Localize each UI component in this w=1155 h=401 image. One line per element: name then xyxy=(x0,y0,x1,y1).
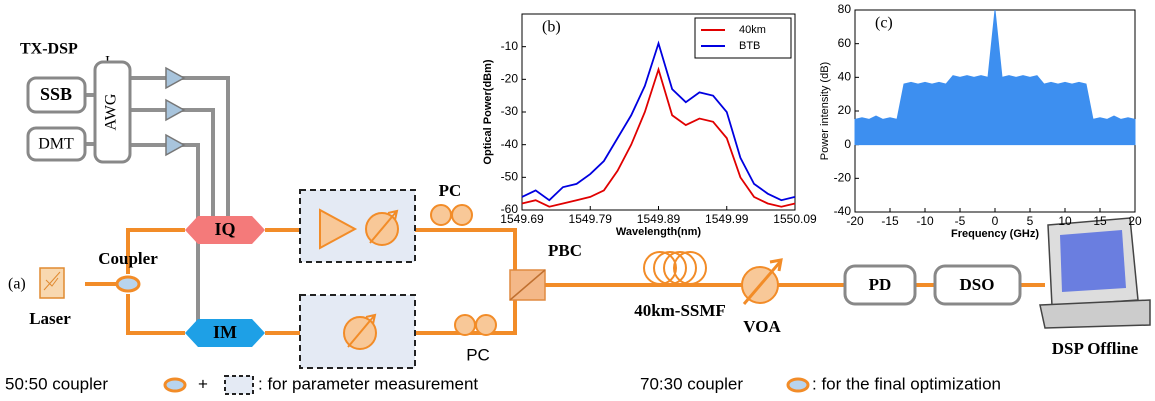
panel-label: (c) xyxy=(875,15,893,32)
y-tick-label: -30 xyxy=(501,104,519,118)
y-tick-label: -50 xyxy=(501,170,519,184)
tx-dsp-label: TX-DSP xyxy=(20,41,78,58)
series-line xyxy=(521,66,796,208)
legend-coupler xyxy=(163,377,187,393)
legend-text: 50:50 coupler xyxy=(5,374,108,393)
pbc-label: PBC xyxy=(548,241,582,260)
x-tick-label: 15 xyxy=(1093,214,1107,228)
optical-amplifier xyxy=(319,208,358,250)
attenuator-arrow xyxy=(347,313,377,348)
iq-label: IQ xyxy=(214,219,235,239)
x-tick-label: -5 xyxy=(955,214,966,228)
coupler-label: Coupler xyxy=(98,249,158,268)
im-label: IM xyxy=(213,322,237,342)
dsp-offline-label: DSP Offline xyxy=(1052,339,1139,358)
legend-text: 70:30 coupler xyxy=(640,374,743,393)
dmt-label: DMT xyxy=(38,136,74,153)
legend-text: : for parameter measurement xyxy=(258,374,478,393)
coupler xyxy=(115,275,141,293)
panel-label: (b) xyxy=(542,19,561,36)
laser-icon xyxy=(39,267,65,299)
ssb-box xyxy=(26,76,87,114)
pd-label: PD xyxy=(869,275,892,294)
pbc-diagonal xyxy=(509,269,546,301)
laser-icon-detail xyxy=(43,271,61,291)
dso-box xyxy=(933,264,1022,306)
attenuator-arrow xyxy=(369,209,399,244)
iq-modulator xyxy=(185,216,265,244)
pc-loop xyxy=(451,204,473,226)
y-tick-label: -20 xyxy=(501,72,519,86)
legend-box xyxy=(694,17,792,59)
legend-text: : for the final optimization xyxy=(812,374,1001,393)
legend-label: 40km xyxy=(739,24,766,36)
x-tick-label: 10 xyxy=(1058,214,1072,228)
pc-loop xyxy=(430,204,452,226)
pc-loop xyxy=(475,314,497,336)
charts: 1549.69 1549.79 1549.89 1549.99 1550.09 -60 -5… xyxy=(482,2,1142,240)
x-axis-label: Frequency (GHz) xyxy=(951,228,1039,240)
laser-label: Laser xyxy=(29,309,71,328)
y-tick-label: -40 xyxy=(834,204,852,218)
x-tick-label: 1549.89 xyxy=(637,212,681,226)
y-tick-label: 80 xyxy=(838,2,852,16)
x-tick-label: -20 xyxy=(846,214,864,228)
x-tick-label: 5 xyxy=(1027,214,1034,228)
pc-loop xyxy=(454,314,476,336)
spectrum-area xyxy=(854,9,1136,146)
pc-top-label: PC xyxy=(439,181,462,200)
ssb-label: SSB xyxy=(40,84,72,104)
y-tick-label: -20 xyxy=(834,171,852,185)
im-modulator xyxy=(185,319,265,347)
y-axis-label: Optical Power(dBm) xyxy=(482,59,494,164)
pc-bottom-label: PC xyxy=(466,345,490,364)
legend-label: BTB xyxy=(739,40,760,52)
fiber-label: 40km-SSMF xyxy=(634,301,726,320)
fiber-spool xyxy=(643,251,707,285)
y-tick-label: 20 xyxy=(838,103,852,117)
y-tick-label: -40 xyxy=(501,137,519,151)
x-tick-label: 1550.09 xyxy=(773,212,817,226)
pd-box xyxy=(843,264,917,306)
legend-coupler xyxy=(786,377,810,393)
y-axis-label: Power intensity (dB) xyxy=(819,62,831,160)
awg-label: AWG xyxy=(103,93,120,130)
series-line xyxy=(521,40,796,202)
legend-text: + xyxy=(198,374,208,393)
dso-label: DSO xyxy=(960,275,995,294)
legend-box xyxy=(224,375,254,395)
awg-box xyxy=(93,60,132,164)
x-axis-label: Wavelength(nm) xyxy=(616,226,701,238)
x-tick-label: 1549.69 xyxy=(500,212,544,226)
y-tick-label: -10 xyxy=(501,39,519,53)
y-tick-label: 0 xyxy=(844,137,851,151)
computer-icon xyxy=(1039,217,1151,329)
x-tick-label: 1549.79 xyxy=(569,212,613,226)
panel-label: (a) xyxy=(8,276,26,293)
voa-arrow xyxy=(742,258,783,305)
rf-amplifiers xyxy=(165,66,186,157)
x-tick-label: 0 xyxy=(992,214,999,228)
voa-label: VOA xyxy=(743,317,781,336)
y-tick-label: 40 xyxy=(838,70,852,84)
x-tick-label: -15 xyxy=(881,214,899,228)
dmt-box xyxy=(26,126,87,162)
x-tick-label: -10 xyxy=(916,214,934,228)
y-tick-label: 60 xyxy=(838,36,852,50)
x-tick-label: 20 xyxy=(1128,214,1142,228)
y-tick-label: -60 xyxy=(501,202,519,216)
x-tick-label: 1549.99 xyxy=(705,212,749,226)
